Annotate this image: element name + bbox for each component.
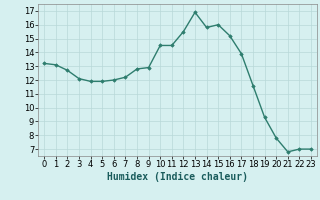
X-axis label: Humidex (Indice chaleur): Humidex (Indice chaleur) bbox=[107, 172, 248, 182]
